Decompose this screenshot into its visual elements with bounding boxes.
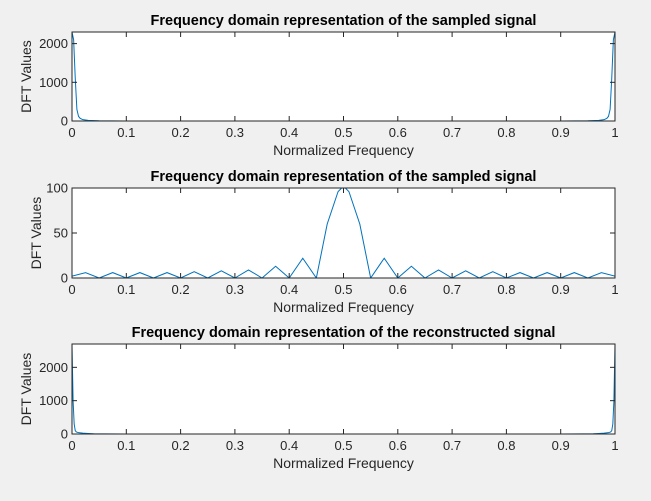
x-tick-label: 0.5 [334, 282, 352, 297]
x-tick-label: 0.5 [334, 438, 352, 453]
x-tick-label: 0 [68, 125, 75, 140]
x-tick-label: 0.3 [226, 438, 244, 453]
series-line-1 [72, 32, 615, 121]
x-axis-label: Normalized Frequency [273, 455, 414, 471]
x-tick-label: 0.8 [497, 125, 515, 140]
x-tick-label: 0.4 [280, 125, 298, 140]
x-tick-label: 0.6 [389, 438, 407, 453]
x-tick-label: 0.4 [280, 438, 298, 453]
x-tick-label: 0.6 [389, 282, 407, 297]
y-tick-label: 0 [61, 271, 68, 286]
x-tick-label: 1 [611, 282, 618, 297]
y-tick-label: 100 [46, 181, 68, 196]
subplot-3: 0 0.1 0.2 0.3 0.4 0.5 0.6 0.7 0.8 0.9 1 0 1000 2000 Fr… [18, 325, 619, 471]
series-line-1 [72, 188, 615, 278]
x-tick-label: 0.7 [443, 282, 461, 297]
y-axis-label: DFT Values [18, 353, 34, 426]
x-tick-label: 0.1 [117, 438, 135, 453]
y-tick-label: 2000 [39, 360, 68, 375]
x-tick-label: 0.2 [172, 438, 190, 453]
x-tick-label: 0.9 [552, 438, 570, 453]
x-tick-label: 0.5 [334, 125, 352, 140]
x-tick-label: 1 [611, 438, 618, 453]
x-tick-label: 0.3 [226, 282, 244, 297]
x-tick-label: 0.2 [172, 125, 190, 140]
x-tick-label: 0.7 [443, 438, 461, 453]
x-tick-label: 0.8 [497, 438, 515, 453]
x-axis-label: Normalized Frequency [273, 299, 414, 315]
plot-area [72, 32, 615, 121]
x-tick-label: 0 [68, 438, 75, 453]
subplot-2: 0 0.1 0.2 0.3 0.4 0.5 0.6 0.7 0.8 0.9 1 0 50 100 Frequ… [28, 169, 619, 315]
y-tick-label: 50 [54, 226, 68, 241]
plot-area [72, 188, 615, 278]
x-tick-label: 0.1 [117, 282, 135, 297]
x-tick-label: 0.4 [280, 282, 298, 297]
x-tick-label: 0.3 [226, 125, 244, 140]
x-axis-label: Normalized Frequency [273, 142, 414, 158]
x-tick-label: 0.9 [552, 282, 570, 297]
x-tick-label: 0.7 [443, 125, 461, 140]
subplot-title: Frequency domain representation of the s… [151, 13, 537, 29]
x-tick-label: 0.1 [117, 125, 135, 140]
subplot-title: Frequency domain representation of the s… [151, 169, 537, 185]
y-tick-label: 0 [61, 114, 68, 129]
y-tick-label: 0 [61, 427, 68, 442]
x-tick-label: 0.2 [172, 282, 190, 297]
y-tick-label: 2000 [39, 36, 68, 51]
y-axis-label: DFT Values [28, 197, 44, 270]
series-line-1 [72, 344, 615, 434]
x-tick-label: 0.6 [389, 125, 407, 140]
subplot-1: 0 0.1 0.2 0.3 0.4 0.5 0.6 0.7 0.8 0.9 1 0 1000 2000 Fr… [18, 13, 619, 158]
x-tick-label: 0 [68, 282, 75, 297]
x-tick-label: 1 [611, 125, 618, 140]
y-axis-label: DFT Values [18, 40, 34, 113]
plot-area [72, 344, 615, 434]
x-tick-label: 0.9 [552, 125, 570, 140]
x-tick-label: 0.8 [497, 282, 515, 297]
subplot-title: Frequency domain representation of the r… [132, 325, 556, 341]
y-tick-label: 1000 [39, 75, 68, 90]
y-tick-label: 1000 [39, 393, 68, 408]
